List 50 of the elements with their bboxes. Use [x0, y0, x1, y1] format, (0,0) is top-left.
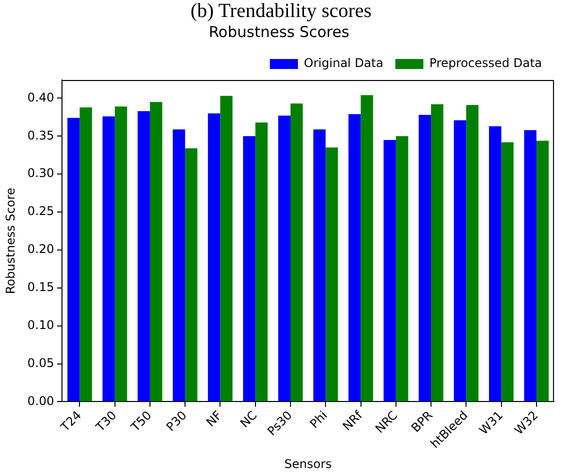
bar: [150, 102, 162, 402]
x-axis-title: Sensors: [284, 456, 332, 471]
x-tick-label: Phi: [307, 408, 330, 431]
y-tick-label: 0.05: [27, 356, 54, 370]
bar: [396, 136, 408, 402]
y-tick-label: 0.25: [27, 204, 54, 218]
bar: [67, 118, 80, 402]
bar: [418, 114, 432, 402]
bar: [524, 130, 536, 402]
bar: [489, 126, 502, 402]
bar: [185, 148, 198, 402]
bar: [243, 136, 256, 402]
x-tick-label: T24: [57, 408, 84, 435]
y-tick-label: 0.10: [27, 318, 54, 332]
bar: [384, 140, 396, 402]
x-tick-label: NC: [238, 408, 260, 430]
bar: [102, 116, 115, 402]
x-tick-label: T30: [92, 408, 120, 435]
bar: [454, 120, 466, 402]
x-tick-label: T50: [128, 408, 154, 435]
text: (b) Trendability scores: [189, 0, 373, 22]
bar: [326, 148, 338, 402]
y-tick-label: 0.00: [27, 394, 54, 408]
bar: [313, 129, 326, 402]
chart-title: Robustness Scores: [208, 22, 350, 41]
y-tick-label: 0.30: [27, 166, 54, 180]
y-tick-label: 0.15: [27, 280, 54, 294]
y-axis-title: Robustness Score: [3, 188, 18, 294]
x-tick-label: NF: [203, 408, 225, 430]
legend-label: Preprocessed Data: [429, 56, 542, 70]
bar: [114, 106, 128, 402]
bar: [255, 122, 268, 402]
y-tick-label: 0.35: [27, 128, 54, 142]
bar: [220, 96, 233, 402]
x-tick-label: P30: [164, 408, 190, 434]
bar: [80, 107, 92, 402]
bar: [348, 114, 361, 402]
bar: [138, 111, 150, 402]
bar: [278, 116, 290, 402]
bar: [290, 104, 303, 402]
bar: [536, 140, 549, 402]
bar: [172, 129, 186, 402]
bar: [431, 104, 444, 402]
bar: [360, 95, 374, 402]
legend-label: Original Data: [304, 56, 384, 70]
y-tick-label: 0.20: [27, 242, 54, 256]
bar: [466, 105, 478, 402]
bar: [208, 113, 220, 402]
bar: [501, 142, 514, 402]
y-tick-label: 0.40: [27, 90, 54, 104]
